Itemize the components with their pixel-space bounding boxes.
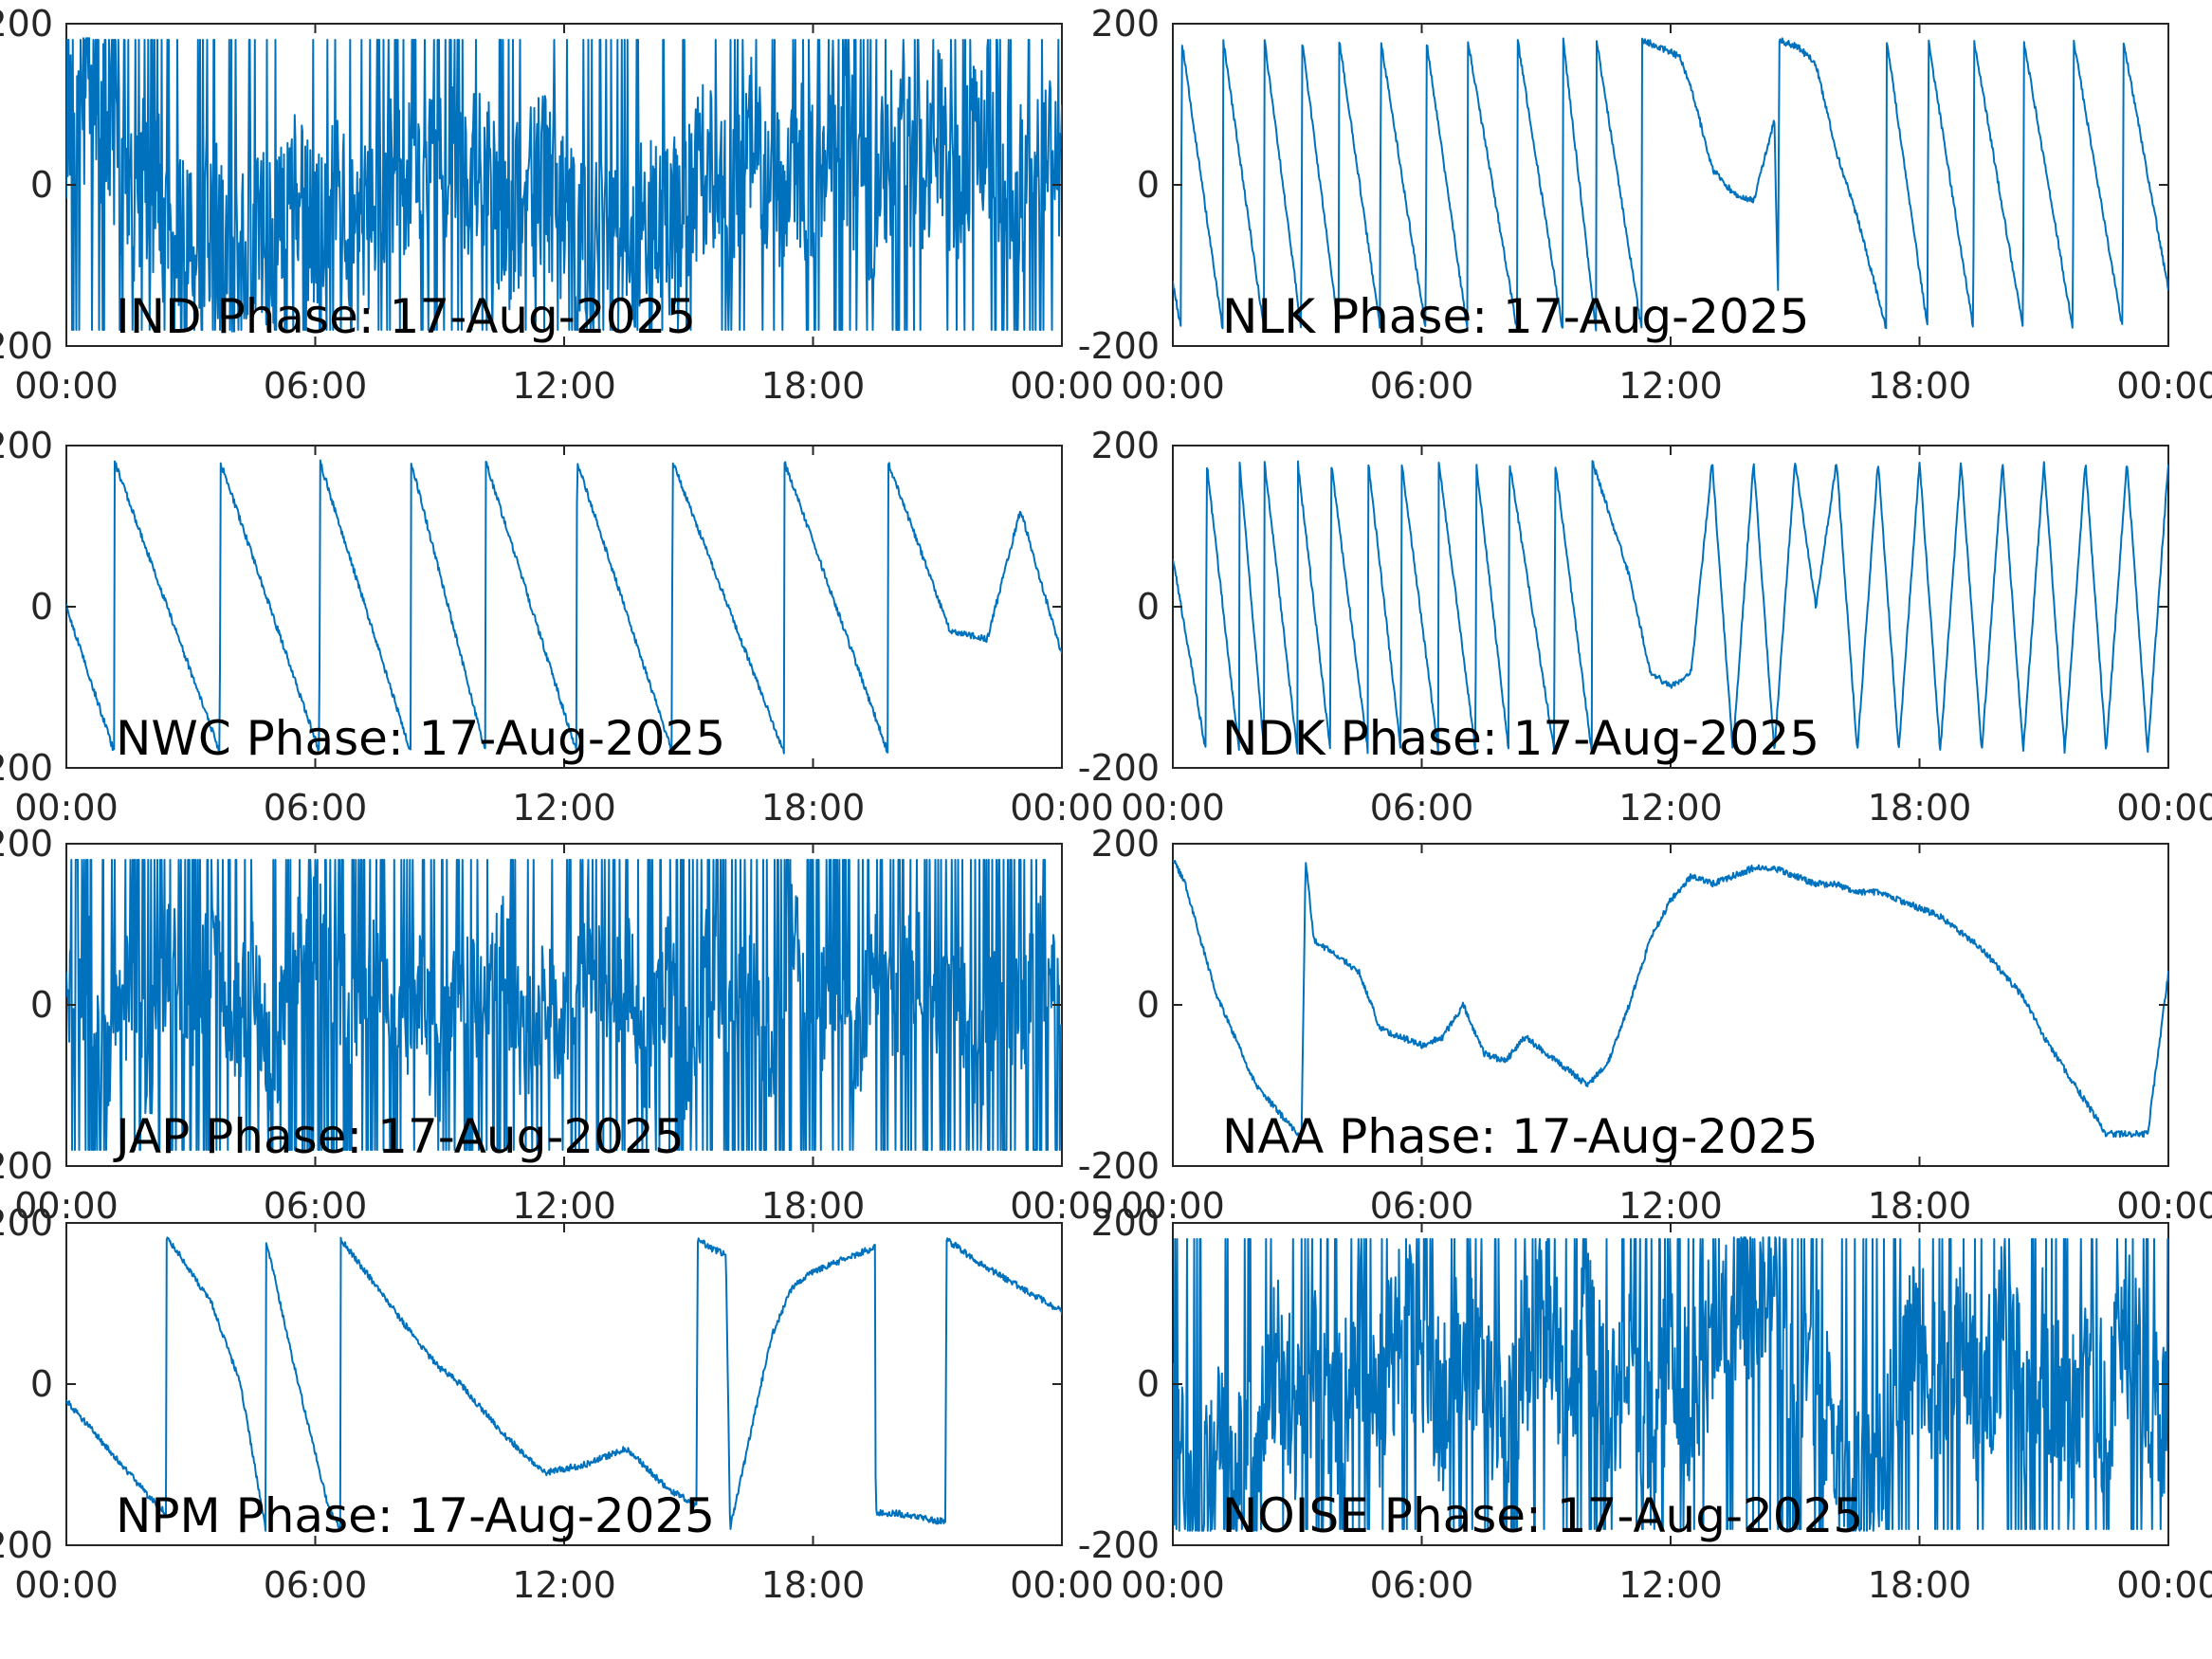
x-tick-label: 06:00 [1370, 365, 1474, 407]
x-tick-label: 18:00 [1868, 1185, 1972, 1227]
y-tick-label: 0 [1137, 586, 1160, 628]
panel-title: NAA Phase: 17-Aug-2025 [1222, 1109, 1819, 1164]
x-tick-label: 06:00 [264, 1185, 368, 1227]
x-tick-label: 18:00 [761, 787, 866, 829]
y-tick-label: -200 [1078, 1145, 1160, 1187]
x-tick-label: 00:00 [14, 1564, 119, 1606]
y-tick-label: 0 [30, 164, 53, 206]
x-tick-label: 00:00 [1121, 365, 1225, 407]
panel-title: NLK Phase: 17-Aug-2025 [1222, 289, 1809, 344]
y-tick-label: 0 [1137, 984, 1160, 1026]
axes-box [1172, 445, 2169, 769]
y-tick-label: -200 [1078, 325, 1160, 367]
panel-title: NOISE Phase: 17-Aug-2025 [1222, 1488, 1863, 1543]
y-tick-label: -200 [1078, 1524, 1160, 1566]
y-tick-label: -200 [0, 325, 53, 367]
y-tick-label: 200 [0, 3, 53, 45]
y-tick-label: 200 [1090, 3, 1160, 45]
y-tick-label: 200 [1090, 1202, 1160, 1244]
y-tick-label: -200 [1078, 747, 1160, 789]
x-tick-label: 12:00 [1618, 1185, 1723, 1227]
x-tick-label: 06:00 [264, 787, 368, 829]
x-tick-label: 00:00 [1010, 365, 1114, 407]
panel-title: JAP Phase: 17-Aug-2025 [113, 1109, 685, 1164]
y-tick-label: -200 [0, 1145, 53, 1187]
panel-title: IND Phase: 17-Aug-2025 [116, 289, 696, 344]
x-tick-label: 00:00 [1121, 1185, 1225, 1227]
series-line [66, 37, 1062, 333]
y-tick-label: 0 [1137, 1363, 1160, 1405]
x-tick-label: 18:00 [1868, 1564, 1972, 1606]
x-tick-label: 18:00 [761, 1564, 866, 1606]
x-tick-label: 06:00 [1370, 1185, 1474, 1227]
x-tick-label: 12:00 [512, 1564, 616, 1606]
x-tick-label: 00:00 [2116, 365, 2212, 407]
y-tick-label: 200 [0, 1202, 53, 1244]
x-tick-label: 00:00 [1010, 1185, 1114, 1227]
series-line [66, 859, 1062, 1151]
x-tick-label: 18:00 [1868, 365, 1972, 407]
y-tick-label: 0 [30, 1363, 53, 1405]
series-line [66, 459, 1062, 755]
axes-box [65, 1222, 1063, 1546]
x-tick-label: 18:00 [761, 365, 866, 407]
x-tick-label: 06:00 [264, 1564, 368, 1606]
y-tick-label: 200 [1090, 425, 1160, 466]
x-tick-label: 06:00 [1370, 787, 1474, 829]
y-tick-label: -200 [0, 1524, 53, 1566]
series-line [1173, 1236, 2168, 1532]
x-tick-label: 12:00 [512, 787, 616, 829]
x-tick-label: 00:00 [1010, 787, 1114, 829]
y-tick-label: 200 [0, 823, 53, 865]
x-tick-label: 00:00 [14, 1185, 119, 1227]
series-line [66, 1236, 1062, 1532]
series-line [1173, 37, 2168, 333]
x-tick-label: 12:00 [512, 1185, 616, 1227]
panel-title: NPM Phase: 17-Aug-2025 [116, 1488, 715, 1543]
x-tick-label: 00:00 [2116, 787, 2212, 829]
panel-title: NWC Phase: 17-Aug-2025 [116, 711, 725, 766]
x-tick-label: 00:00 [14, 787, 119, 829]
series-line [1173, 860, 2168, 1141]
y-tick-label: 0 [30, 984, 53, 1026]
axes-box [1172, 843, 2169, 1167]
x-tick-label: 12:00 [512, 365, 616, 407]
x-tick-label: 00:00 [1121, 1564, 1225, 1606]
x-tick-label: 18:00 [1868, 787, 1972, 829]
y-tick-label: 200 [0, 425, 53, 466]
x-tick-label: 00:00 [2116, 1564, 2212, 1606]
x-tick-label: 18:00 [761, 1185, 866, 1227]
x-tick-label: 00:00 [1121, 787, 1225, 829]
panel-title: NDK Phase: 17-Aug-2025 [1222, 711, 1819, 766]
y-tick-label: 0 [30, 586, 53, 628]
x-tick-label: 00:00 [14, 365, 119, 407]
x-tick-label: 12:00 [1618, 787, 1723, 829]
x-tick-label: 06:00 [1370, 1564, 1474, 1606]
x-tick-label: 12:00 [1618, 365, 1723, 407]
y-tick-label: 0 [1137, 164, 1160, 206]
x-tick-label: 06:00 [264, 365, 368, 407]
y-tick-label: -200 [0, 747, 53, 789]
series-line [1173, 460, 2168, 755]
x-tick-label: 12:00 [1618, 1564, 1723, 1606]
x-tick-label: 00:00 [2116, 1185, 2212, 1227]
x-tick-label: 00:00 [1010, 1564, 1114, 1606]
y-tick-label: 200 [1090, 823, 1160, 865]
